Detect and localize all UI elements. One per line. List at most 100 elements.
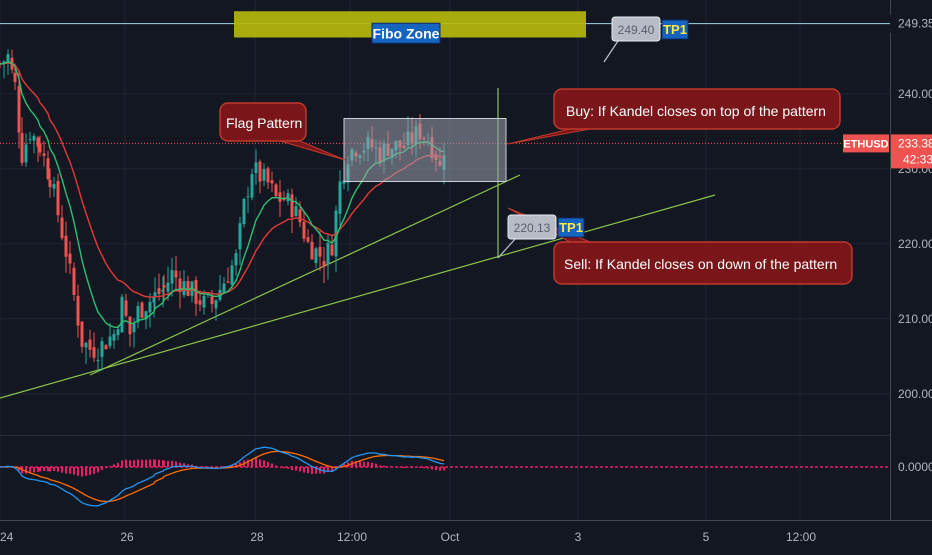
fibo-zone[interactable]: Fibo Zone xyxy=(234,11,586,44)
candle-body xyxy=(144,311,148,320)
callout-1[interactable]: Buy: If Kandel closes on top of the patt… xyxy=(507,88,841,145)
candle-body xyxy=(136,306,140,323)
target-tag-bg xyxy=(661,19,689,40)
candle-body xyxy=(124,300,128,316)
candle-body xyxy=(32,136,36,141)
candle-body xyxy=(330,244,334,256)
candle-body xyxy=(166,282,170,292)
candle-body xyxy=(298,209,302,223)
candle-body xyxy=(310,241,314,260)
candle-body xyxy=(290,194,294,218)
candle-body xyxy=(42,153,46,156)
target-tag-bg xyxy=(557,217,585,238)
candle-body xyxy=(140,302,144,318)
candle-body xyxy=(104,345,108,350)
countdown-label: 42:33 xyxy=(903,152,932,166)
candle-body xyxy=(206,294,210,296)
candle-body xyxy=(128,316,132,335)
x-tick-label: 12:00 xyxy=(786,530,816,544)
callout-text: Sell: If Kandel closes on down of the pa… xyxy=(564,256,837,272)
candle-body xyxy=(318,246,322,257)
target-stem xyxy=(603,37,621,63)
candle-body xyxy=(157,288,161,294)
candle-body xyxy=(153,292,157,297)
candle-body xyxy=(36,137,40,147)
lower-trendline[interactable] xyxy=(0,194,716,399)
target-0[interactable]: 249.40 TP1 xyxy=(603,16,689,63)
candle-body xyxy=(148,301,152,313)
x-tick-label: 26 xyxy=(120,530,134,544)
candle-body xyxy=(116,329,120,336)
candle-body xyxy=(72,267,76,295)
target-1[interactable]: 220.13 TP1 xyxy=(497,214,585,259)
macd-line xyxy=(0,446,445,507)
candle-body xyxy=(278,192,282,202)
target-price-box[interactable] xyxy=(611,16,661,42)
y-tick-label: 210.00 xyxy=(898,312,932,326)
candle-body xyxy=(96,360,100,362)
symbol-tag-bg xyxy=(843,134,889,153)
candle-body xyxy=(152,296,156,303)
symbol-tag: ETHUSD xyxy=(843,138,888,150)
candle-body xyxy=(46,158,50,179)
candle-body xyxy=(266,168,270,183)
callout-0[interactable]: Flag Pattern xyxy=(219,102,346,161)
candle-body xyxy=(132,323,136,333)
y-tick-label: 220.00 xyxy=(898,237,932,251)
candle-body xyxy=(230,265,234,285)
candle-body xyxy=(250,174,254,198)
x-tick-label: 5 xyxy=(703,530,710,544)
fibo-zone-label-bg xyxy=(371,22,441,44)
level-tag-bg xyxy=(890,14,932,33)
candle-body xyxy=(314,248,318,264)
candle-body xyxy=(170,270,174,284)
candle-body xyxy=(60,217,64,239)
candle-body xyxy=(322,261,326,267)
x-tick-label: Oct xyxy=(441,530,460,544)
candle-body xyxy=(120,296,124,333)
candle-body xyxy=(174,270,178,278)
callout-box[interactable] xyxy=(219,102,307,142)
target-price-label: 249.40 xyxy=(618,23,655,37)
candle-body xyxy=(338,181,342,214)
candle-body xyxy=(64,235,68,257)
candle-body xyxy=(108,336,112,347)
candle-body xyxy=(20,133,24,163)
x-tick-label: 24 xyxy=(0,530,14,544)
candle-body xyxy=(234,253,238,266)
y-tick-label: 200.00 xyxy=(898,387,932,401)
candle-body xyxy=(92,347,96,358)
callout-box[interactable] xyxy=(553,88,841,130)
last-price-label: 233.38 xyxy=(898,136,932,150)
candle-body xyxy=(194,280,198,304)
candle-body xyxy=(242,198,246,225)
candle-body xyxy=(226,281,230,283)
candle-body xyxy=(302,221,306,239)
candle-body xyxy=(48,179,52,188)
target-price-box[interactable] xyxy=(507,214,557,240)
x-tick-label: 12:00 xyxy=(337,530,367,544)
ma-slow-line xyxy=(0,62,445,298)
candle-body xyxy=(38,143,42,153)
candle-body xyxy=(2,61,6,64)
target-tag: TP1 xyxy=(559,220,583,235)
candle-body xyxy=(270,180,274,184)
fibo-zone-label: Fibo Zone xyxy=(373,25,440,41)
macd-pane xyxy=(0,446,890,507)
candle-body xyxy=(6,54,10,63)
flag-pattern-box[interactable] xyxy=(343,118,507,182)
macd-zero-label: 0.0000 xyxy=(898,460,932,474)
candle-body xyxy=(80,321,84,347)
candle-body xyxy=(56,181,60,216)
candle-body xyxy=(84,342,88,348)
candle-body xyxy=(76,295,80,326)
flag-box-rect[interactable] xyxy=(343,118,507,182)
candle-body xyxy=(306,237,310,242)
callout-box[interactable] xyxy=(553,241,853,285)
upper-trendline[interactable] xyxy=(89,174,521,376)
candle-body xyxy=(294,206,298,216)
targets[interactable]: 249.40 TP1 220.13 TP1 xyxy=(497,16,689,259)
